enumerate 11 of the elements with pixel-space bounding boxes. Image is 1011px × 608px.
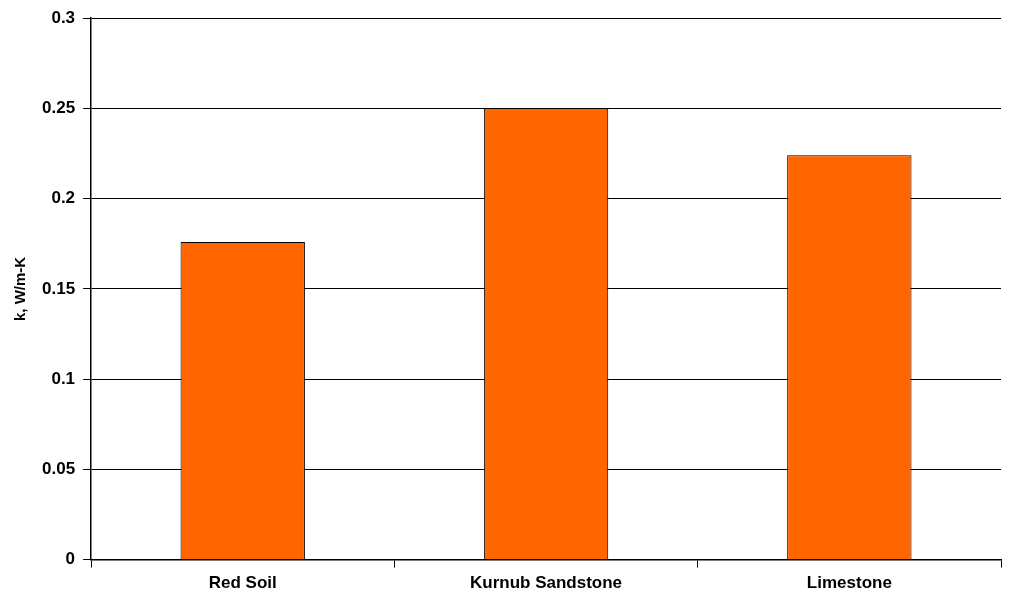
y-tick-label: 0.15	[41, 278, 76, 298]
x-tick-label: Red Soil	[208, 573, 277, 593]
y-axis-title: k, W/m-K	[11, 256, 29, 321]
x-tick-label: Kurnub Sandstone	[470, 573, 623, 593]
y-tick-label: 0.3	[51, 7, 76, 27]
x-tick-label: Limestone	[806, 573, 892, 593]
y-tick-label: 0.25	[41, 98, 76, 118]
y-tick-label: 0.05	[41, 459, 76, 479]
y-tick-label: 0.1	[51, 368, 76, 388]
y-tick-label: 0.2	[51, 188, 76, 208]
y-tick-label: 0	[65, 549, 76, 569]
